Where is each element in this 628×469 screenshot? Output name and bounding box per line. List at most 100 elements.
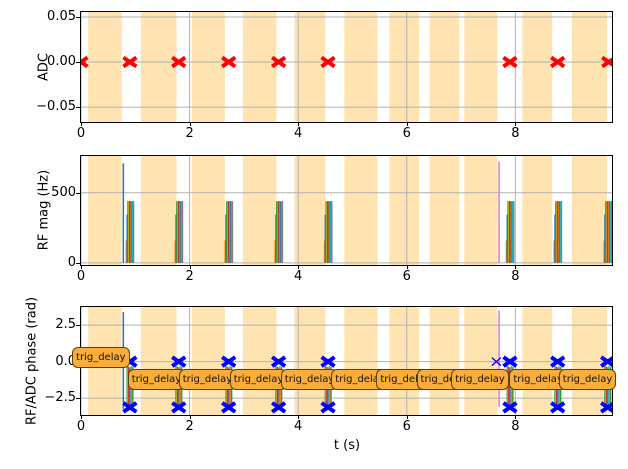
- adc-trigger-marker: [81, 55, 89, 65]
- x-tick-label: 6: [402, 269, 411, 284]
- trigger-window-band: [191, 12, 225, 122]
- x-tick-label: 8: [511, 269, 520, 284]
- adc-trigger-marker: [221, 55, 237, 69]
- trigger-window-band: [294, 156, 326, 265]
- y-tick-mark: [76, 107, 80, 109]
- time-axis-label: t (s): [333, 438, 361, 453]
- subplot-canvas: [81, 156, 612, 265]
- trigger-window-band: [429, 156, 460, 265]
- adc-trigger-marker: [171, 55, 187, 69]
- phase-marker: [502, 401, 518, 414]
- x-tick-mark: [81, 415, 82, 419]
- adc-trigger-marker: [81, 59, 89, 69]
- y-tick-label: 0.00: [47, 54, 76, 70]
- x-tick-mark: [81, 265, 82, 269]
- phase-marker: [171, 355, 187, 368]
- trigger-window-band: [389, 307, 420, 415]
- phase-marker: [600, 356, 612, 368]
- trigger-window-band: [242, 156, 277, 265]
- trig-delay-annotation: trig_delay: [127, 368, 186, 390]
- x-tick-label: 4: [294, 269, 303, 284]
- adc-trigger-marker: [270, 55, 287, 69]
- phase-plot: [80, 306, 613, 416]
- x-tick-label: 6: [402, 126, 411, 141]
- phase-thin-x-marker: [491, 357, 502, 367]
- y-tick-label: 0.05: [47, 8, 76, 24]
- y-tick-label: −2.5: [44, 390, 76, 406]
- trigger-window-band: [429, 307, 460, 415]
- y-tick-mark: [76, 16, 80, 18]
- y-tick-label: 0.0: [55, 353, 76, 369]
- x-tick-mark: [515, 265, 517, 269]
- y-tick-label: 0: [67, 254, 76, 270]
- y-tick-label: 500: [51, 184, 76, 200]
- trigger-window-band: [344, 156, 378, 265]
- x-tick-label: 4: [294, 419, 303, 434]
- rf-mag-plot: [80, 155, 613, 266]
- x-tick-mark: [298, 122, 300, 126]
- y-tick-mark: [76, 192, 80, 194]
- y-tick-mark: [76, 262, 80, 264]
- trigger-window-band: [88, 12, 122, 122]
- x-tick-mark: [515, 415, 517, 419]
- trigger-window-band: [571, 156, 608, 265]
- phase-marker: [320, 355, 336, 368]
- trigger-window-band: [140, 307, 177, 415]
- trig-delay-annotation: trig_delay: [229, 368, 288, 390]
- phase-marker: [320, 401, 336, 414]
- x-tick-mark: [81, 122, 82, 126]
- trigger-window-band: [429, 12, 460, 122]
- x-tick-mark: [298, 265, 300, 269]
- x-tick-label: 2: [185, 269, 194, 284]
- adc-trigger-marker: [320, 55, 336, 69]
- trig-delay-annotation: trig_delay: [451, 368, 509, 390]
- y-tick-label: 2.5: [55, 317, 76, 333]
- trigger-window-band: [522, 307, 553, 415]
- x-tick-mark: [189, 122, 191, 126]
- trigger-window-band: [344, 307, 378, 415]
- phase-marker: [221, 401, 237, 414]
- trigger-window-band: [344, 12, 378, 122]
- x-tick-mark: [406, 122, 408, 126]
- x-tick-label: 2: [185, 419, 194, 434]
- trigger-window-band: [88, 156, 122, 265]
- y-tick-label: −0.05: [36, 99, 76, 115]
- x-tick-mark: [406, 265, 408, 269]
- trigger-window-band: [294, 12, 326, 122]
- trigger-window-band: [389, 156, 420, 265]
- x-tick-label: 8: [511, 126, 520, 141]
- trigger-window-band: [191, 307, 225, 415]
- trigger-window-band: [242, 12, 277, 122]
- adc-trigger-marker: [122, 55, 138, 69]
- phase-marker: [550, 355, 566, 368]
- phase-marker: [600, 401, 612, 414]
- x-tick-mark: [515, 122, 517, 126]
- x-tick-label: 2: [185, 126, 194, 141]
- trigger-window-band: [522, 156, 553, 265]
- trigger-window-band: [242, 307, 277, 415]
- phase-marker: [171, 401, 187, 414]
- adc-trigger-marker: [550, 55, 566, 69]
- x-tick-label: 4: [294, 126, 303, 141]
- trigger-window-band: [191, 156, 225, 265]
- y-tick-mark: [76, 325, 80, 327]
- trigger-window-band: [389, 12, 420, 122]
- subplot-canvas: [81, 307, 612, 415]
- x-tick-mark: [189, 265, 191, 269]
- phase-marker: [270, 401, 287, 414]
- x-tick-label: 8: [511, 419, 520, 434]
- adc-plot: [80, 11, 613, 123]
- y-tick-mark: [76, 398, 80, 400]
- trig-delay-annotation: trig_delay: [558, 368, 617, 390]
- x-tick-label: 0: [76, 126, 86, 141]
- x-tick-label: 0: [76, 419, 86, 434]
- trigger-window-band: [464, 307, 498, 415]
- x-tick-mark: [189, 415, 191, 419]
- trig-delay-annotation: trig_delay: [72, 346, 130, 368]
- trigger-window-band: [522, 12, 553, 122]
- phase-marker: [221, 355, 237, 368]
- trigger-window-band: [140, 12, 177, 122]
- y-tick-mark: [76, 62, 80, 64]
- trig-delay-annotation: trig_delay: [280, 368, 339, 390]
